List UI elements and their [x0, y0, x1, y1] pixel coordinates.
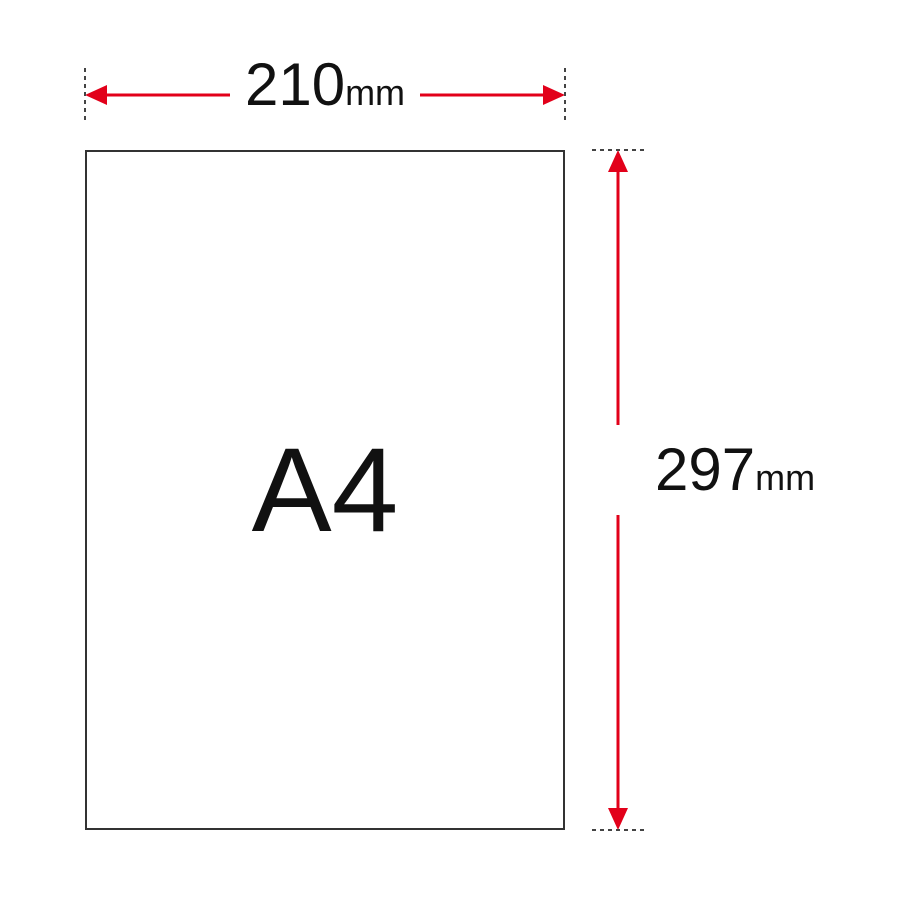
width-dimension-label: 210mm: [205, 55, 445, 115]
height-value: 297: [655, 436, 755, 503]
height-dimension-label: 297mm: [655, 440, 815, 500]
height-unit: mm: [755, 457, 815, 498]
diagram-canvas: A4 210mm 297mm: [0, 0, 900, 900]
width-value: 210: [245, 51, 345, 118]
width-unit: mm: [345, 72, 405, 113]
paper-name-label: A4: [85, 430, 565, 550]
